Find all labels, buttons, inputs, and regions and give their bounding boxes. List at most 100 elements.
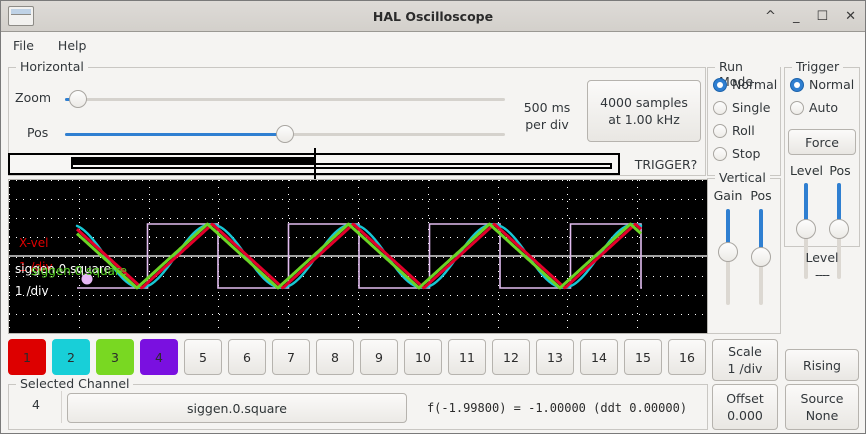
trigger-option-auto[interactable]: Auto xyxy=(790,100,838,115)
zoom-slider-handle[interactable] xyxy=(69,90,88,108)
run-mode-option-normal[interactable]: Normal xyxy=(713,77,777,92)
selected-channel-number: 4 xyxy=(32,397,40,412)
channel-button-row: 1 2 3 4 5 6 7 8 9 10 11 12 13 14 15 16 xyxy=(8,339,708,381)
menu-item-file[interactable]: File xyxy=(13,37,34,53)
channel-button-label: 15 xyxy=(635,349,651,365)
run-mode-label-single: Single xyxy=(732,100,771,115)
run-mode-option-roll[interactable]: Roll xyxy=(713,123,755,138)
selected-channel-signal-button[interactable]: siggen.0.square xyxy=(67,393,407,423)
zoom-slider[interactable] xyxy=(65,90,505,108)
channel-button-9[interactable]: 9 xyxy=(360,339,398,375)
channel-button-2[interactable]: 2 xyxy=(52,339,90,375)
pan-bar-filled-segment xyxy=(70,157,314,163)
channel-button-15[interactable]: 15 xyxy=(624,339,662,375)
scope-trace-label: X-vel xyxy=(19,236,49,250)
window-title: HAL Oscilloscope xyxy=(372,8,494,24)
run-mode-option-stop[interactable]: Stop xyxy=(713,146,760,161)
trigger-label-auto: Auto xyxy=(809,100,839,115)
channel-button-label: 3 xyxy=(111,349,119,365)
channel-button-label: 16 xyxy=(679,349,695,365)
vertical-scale-button[interactable]: Scale 1 /div xyxy=(712,339,778,381)
radio-roll-icon[interactable] xyxy=(713,123,727,138)
selected-channel-divider xyxy=(61,391,62,423)
trigger-status-label: TRIGGER? xyxy=(634,156,698,172)
scope-display[interactable]: X-vel 1 /div siggen.0.square 1 /div siggen.0… xyxy=(8,179,708,334)
samples-line1: 4000 samples xyxy=(600,95,688,110)
radio-trigger-auto-icon[interactable] xyxy=(790,100,804,115)
run-mode-panel: Run Mode Normal Single Roll Stop xyxy=(707,59,781,176)
run-mode-label-roll: Roll xyxy=(732,123,755,138)
channel-button-16[interactable]: 16 xyxy=(668,339,706,375)
vertical-gain-slider[interactable] xyxy=(718,209,738,305)
scope-waveform-canvas xyxy=(9,180,707,333)
pan-bar-trigger-marker[interactable] xyxy=(314,148,316,184)
selected-channel-legend: Selected Channel xyxy=(16,376,134,391)
horizontal-pos-slider[interactable] xyxy=(65,125,505,143)
channel-button-label: 6 xyxy=(243,349,251,365)
shade-icon[interactable]: ^ xyxy=(765,9,776,24)
channel-button-11[interactable]: 11 xyxy=(448,339,486,375)
channel-button-1[interactable]: 1 xyxy=(8,339,46,375)
channel-button-label: 13 xyxy=(547,349,563,365)
horizontal-pan-bar[interactable] xyxy=(8,148,620,184)
trigger-legend: Trigger xyxy=(792,59,844,74)
window-menu-icon[interactable] xyxy=(8,6,34,26)
channel-button-3[interactable]: 3 xyxy=(96,339,134,375)
channel-button-8[interactable]: 8 xyxy=(316,339,354,375)
zoom-label: Zoom xyxy=(15,90,52,105)
selected-channel-panel: Selected Channel 4 siggen.0.square f(-1.… xyxy=(8,376,708,430)
menu-bar: File Help xyxy=(1,32,865,59)
zoom-slider-track[interactable] xyxy=(65,98,505,101)
sample-rate-button[interactable]: 4000 samples at 1.00 kHz xyxy=(587,80,701,142)
maximize-icon[interactable]: ☐ xyxy=(816,9,829,24)
channel-button-5[interactable]: 5 xyxy=(184,339,222,375)
trigger-panel: Trigger Normal Auto Level Pos xyxy=(784,59,860,279)
trigger-level-handle[interactable] xyxy=(796,219,816,240)
trigger-pos-fill xyxy=(837,183,841,230)
force-trigger-button[interactable]: Force xyxy=(788,129,856,155)
trigger-edge-button[interactable]: Rising xyxy=(785,349,859,381)
minimize-icon[interactable]: _ xyxy=(792,9,800,24)
channel-button-12[interactable]: 12 xyxy=(492,339,530,375)
radio-single-icon[interactable] xyxy=(713,100,727,115)
radio-trigger-normal-icon[interactable] xyxy=(790,77,804,92)
channel-button-6[interactable]: 6 xyxy=(228,339,266,375)
run-mode-option-single[interactable]: Single xyxy=(713,100,770,115)
channel-button-label: 11 xyxy=(459,349,475,365)
channel-button-10[interactable]: 10 xyxy=(404,339,442,375)
close-icon[interactable]: ✕ xyxy=(845,9,856,24)
radio-stop-icon[interactable] xyxy=(713,146,727,161)
channel-button-4[interactable]: 4 xyxy=(140,339,178,375)
channel-button-label: 12 xyxy=(503,349,519,365)
vertical-gain-handle[interactable] xyxy=(718,241,738,262)
trigger-pos-slider[interactable] xyxy=(829,183,849,279)
trigger-source-button[interactable]: Source None xyxy=(785,384,859,430)
menu-item-help[interactable]: Help xyxy=(57,37,87,53)
channel-button-14[interactable]: 14 xyxy=(580,339,618,375)
radio-normal-icon[interactable] xyxy=(713,77,727,92)
vertical-pos-handle[interactable] xyxy=(751,247,771,267)
trigger-label-normal: Normal xyxy=(809,77,855,92)
trigger-option-normal[interactable]: Normal xyxy=(790,77,854,92)
run-mode-legend: Run Mode xyxy=(715,59,780,89)
trigger-level-slider[interactable] xyxy=(796,183,816,279)
horizontal-panel: Horizontal Zoom Pos 500 ms per div 4000 … xyxy=(8,59,706,176)
timebase-line1: 500 ms xyxy=(523,100,571,115)
vertical-pos-slider[interactable] xyxy=(751,209,771,305)
selected-channel-value-readout: f(-1.99800) = -1.00000 (ddt 0.00000) xyxy=(426,401,688,415)
trigger-source-line1: Source xyxy=(800,391,844,406)
title-bar: HAL Oscilloscope ^ _ ☐ ✕ xyxy=(1,1,865,32)
trigger-edge-label: Rising xyxy=(802,357,841,373)
selected-channel-signal-label: siggen.0.square xyxy=(187,400,287,416)
timebase-line2: per div xyxy=(525,117,569,132)
vertical-offset-button[interactable]: Offset 0.000 xyxy=(712,384,778,430)
channel-button-7[interactable]: 7 xyxy=(272,339,310,375)
trigger-pos-handle[interactable] xyxy=(829,219,849,240)
channel-button-13[interactable]: 13 xyxy=(536,339,574,375)
scale-line2: 1 /div xyxy=(727,361,763,376)
hpos-slider-handle[interactable] xyxy=(276,125,294,143)
vertical-pos-fill xyxy=(759,209,763,257)
offset-line2: 0.000 xyxy=(727,408,763,423)
trigger-level-caption: Level xyxy=(790,163,823,178)
